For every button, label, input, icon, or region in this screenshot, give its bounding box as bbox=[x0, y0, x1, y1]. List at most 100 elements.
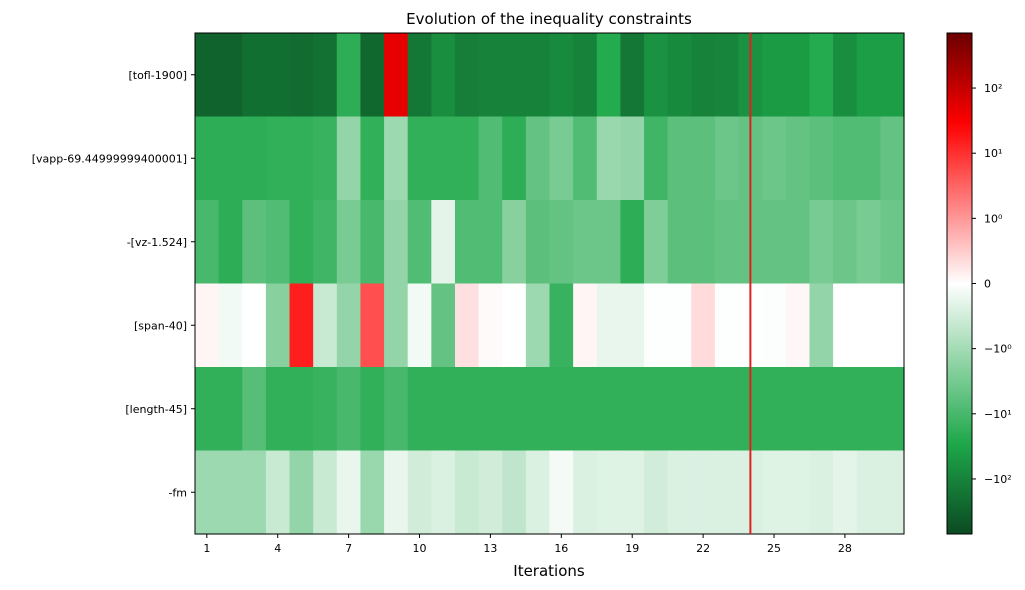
x-tick-label: 25 bbox=[767, 542, 781, 555]
heatmap-cell bbox=[313, 367, 338, 452]
colorbar-tick-label: 10² bbox=[984, 82, 1002, 95]
heatmap-cell bbox=[714, 283, 740, 368]
heatmap-cell bbox=[195, 33, 220, 118]
heatmap-cell bbox=[549, 200, 574, 285]
heatmap-cell bbox=[242, 450, 267, 535]
heatmap-cell bbox=[454, 200, 480, 285]
heatmap-cell bbox=[384, 283, 409, 368]
heatmap-cell bbox=[360, 283, 385, 368]
heatmap-cell bbox=[714, 200, 740, 285]
heatmap-cell bbox=[573, 116, 598, 201]
heatmap-cell bbox=[313, 450, 338, 535]
heatmap-cell bbox=[714, 367, 740, 452]
heatmap-cell bbox=[644, 116, 669, 201]
heatmap-cell bbox=[454, 450, 480, 535]
heatmap-cell bbox=[265, 200, 291, 285]
colorbar-tick-label: 0 bbox=[984, 278, 991, 291]
heatmap-cell bbox=[809, 450, 834, 535]
heatmap-cell bbox=[809, 200, 834, 285]
heatmap-cell bbox=[667, 200, 692, 285]
heatmap-cell bbox=[809, 33, 834, 118]
colorbar-tick-label: −10¹ bbox=[984, 408, 1012, 421]
heatmap-cell bbox=[218, 116, 243, 201]
heatmap-cell bbox=[667, 116, 692, 201]
heatmap-cell bbox=[785, 116, 811, 201]
heatmap-cell bbox=[833, 116, 858, 201]
heatmap-cell bbox=[620, 200, 645, 285]
heatmap-cell bbox=[691, 116, 716, 201]
heatmap-cell bbox=[667, 283, 692, 368]
heatmap-cell bbox=[242, 33, 267, 118]
heatmap-cell bbox=[265, 367, 291, 452]
heatmap-cell bbox=[525, 450, 551, 535]
heatmap-cell bbox=[265, 283, 291, 368]
row-labels: [tofl-1900] [vapp-69.44999999400001] -[vz-… bbox=[32, 69, 195, 499]
heatmap-cell bbox=[384, 450, 409, 535]
heatmap-cell bbox=[407, 367, 432, 452]
heatmap-cell bbox=[785, 33, 811, 118]
colorbar-tick-label: 10¹ bbox=[984, 147, 1002, 160]
heatmap-cell bbox=[762, 450, 787, 535]
x-tick-label: 1 bbox=[203, 542, 210, 555]
heatmap-cell bbox=[785, 367, 811, 452]
heatmap-cell bbox=[407, 200, 432, 285]
heatmap-cell bbox=[596, 283, 621, 368]
heatmap-cell bbox=[596, 200, 621, 285]
heatmap-cell bbox=[691, 367, 716, 452]
heatmap-cell bbox=[644, 450, 669, 535]
heatmap-cell bbox=[856, 33, 881, 118]
x-tick-label: 7 bbox=[345, 542, 352, 555]
heatmap-cell bbox=[762, 283, 787, 368]
heatmap-cell bbox=[502, 367, 527, 452]
heatmap-cell bbox=[667, 450, 692, 535]
heatmap-cell bbox=[407, 33, 432, 118]
heatmap-cell bbox=[407, 283, 432, 368]
heatmap-cell bbox=[454, 283, 480, 368]
heatmap-cell bbox=[833, 367, 858, 452]
heatmap-cell bbox=[242, 116, 267, 201]
heatmap-cell bbox=[384, 200, 409, 285]
heatmap-cell bbox=[573, 33, 598, 118]
heatmap-cell bbox=[242, 200, 267, 285]
heatmap-cell bbox=[360, 367, 385, 452]
heatmap-cell bbox=[407, 116, 432, 201]
heatmap-cell bbox=[596, 33, 621, 118]
heatmap-cell bbox=[714, 33, 740, 118]
heatmap-cell bbox=[360, 200, 385, 285]
heatmap-cell bbox=[880, 367, 905, 452]
heatmap-cell bbox=[856, 450, 881, 535]
heatmap-cell bbox=[880, 33, 905, 118]
chart-title: Evolution of the inequality constraints bbox=[406, 10, 692, 28]
heatmap-cell bbox=[644, 367, 669, 452]
heatmap-cell bbox=[762, 367, 787, 452]
heatmap-cell bbox=[856, 367, 881, 452]
x-ticks: 1 4 7 10 13 16 19 22 25 28 bbox=[203, 534, 852, 555]
row-label: [span-40] bbox=[134, 319, 187, 332]
heatmap-cell bbox=[313, 116, 338, 201]
heatmap-cell bbox=[265, 116, 291, 201]
heatmap-cell bbox=[525, 116, 551, 201]
heatmap-cell bbox=[336, 283, 362, 368]
heatmap-cell bbox=[762, 33, 787, 118]
colorbar-tick-label: −10⁰ bbox=[984, 343, 1012, 356]
heatmap-cell bbox=[431, 33, 456, 118]
colorbar-tick-label: −10² bbox=[984, 473, 1012, 486]
heatmap-cell bbox=[478, 200, 503, 285]
heatmap-cell bbox=[431, 283, 456, 368]
heatmap-cell bbox=[336, 367, 362, 452]
heatmap-cell bbox=[856, 116, 881, 201]
heatmap-cell bbox=[195, 200, 220, 285]
heatmap-cell bbox=[407, 450, 432, 535]
heatmap-cell bbox=[762, 116, 787, 201]
heatmap-cell bbox=[478, 283, 503, 368]
heatmap-cell bbox=[431, 200, 456, 285]
heatmap-cell bbox=[880, 450, 905, 535]
heatmap-cell bbox=[880, 200, 905, 285]
x-tick-label: 16 bbox=[554, 542, 568, 555]
heatmap-cell bbox=[454, 116, 480, 201]
heatmap-cell bbox=[620, 33, 645, 118]
heatmap-cell bbox=[195, 367, 220, 452]
x-tick-label: 13 bbox=[483, 542, 497, 555]
heatmap-cell bbox=[620, 367, 645, 452]
heatmap-cell bbox=[478, 450, 503, 535]
